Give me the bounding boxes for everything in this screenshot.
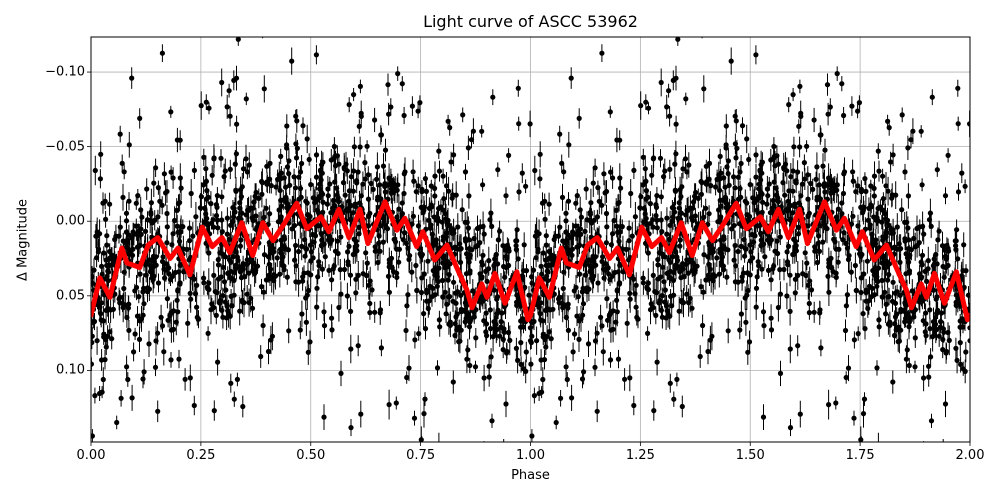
x-tick-label: 1.25	[625, 448, 655, 463]
x-tick-label: 0.00	[76, 448, 106, 463]
y-tick-label: −0.10	[45, 64, 85, 80]
x-tick-label: 0.75	[406, 448, 436, 463]
model-line	[91, 199, 970, 323]
x-tick-label: 1.00	[516, 448, 545, 463]
y-tick-label: −0.05	[45, 139, 85, 155]
y-axis-label: Δ Magnitude	[15, 199, 31, 281]
x-tick-label: 0.25	[186, 448, 216, 463]
model-curve	[91, 199, 970, 323]
y-tick-label: 0.10	[56, 362, 85, 378]
axis-ticks	[87, 71, 971, 446]
x-tick-label: 0.50	[296, 448, 326, 463]
x-tick-label: 1.75	[845, 448, 875, 463]
y-tick-label: 0.00	[56, 213, 85, 229]
x-axis-label: Phase	[511, 468, 550, 483]
y-tick-label: 0.05	[56, 288, 85, 304]
chart-title: Light curve of ASCC 53962	[423, 12, 638, 31]
x-tick-label: 1.50	[735, 448, 765, 463]
x-tick-label: 2.00	[955, 448, 985, 463]
